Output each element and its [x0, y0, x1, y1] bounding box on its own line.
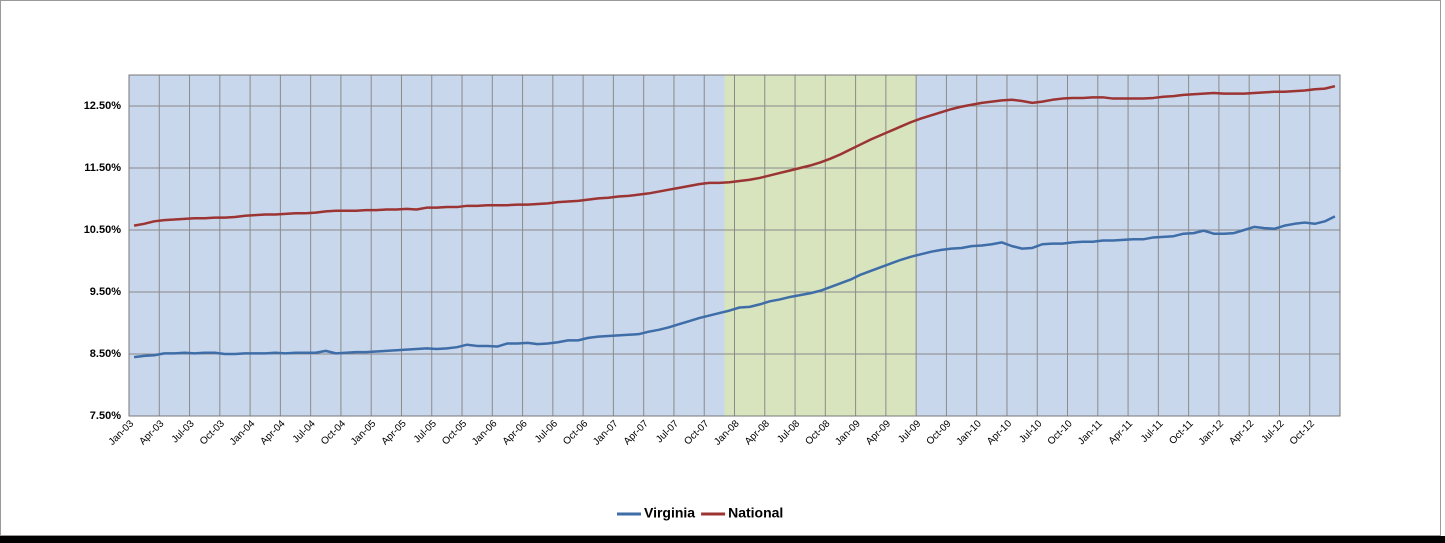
bottom-bar: [0, 536, 1445, 543]
y-tick-label: 9.50%: [90, 286, 121, 298]
series-line: [133, 84, 1336, 227]
y-tick-label: 8.50%: [90, 348, 121, 360]
legend-label: National: [728, 505, 783, 521]
highlight-band: [724, 75, 917, 416]
y-tick-label: 12.50%: [84, 100, 122, 112]
legend-label: Virginia: [644, 505, 695, 521]
series-line: [133, 215, 1336, 359]
y-tick-label: 7.50%: [90, 410, 121, 422]
plot-border: [128, 74, 1341, 417]
y-tick-label: 11.50%: [84, 162, 121, 174]
y-tick-label: 10.50%: [84, 224, 122, 236]
